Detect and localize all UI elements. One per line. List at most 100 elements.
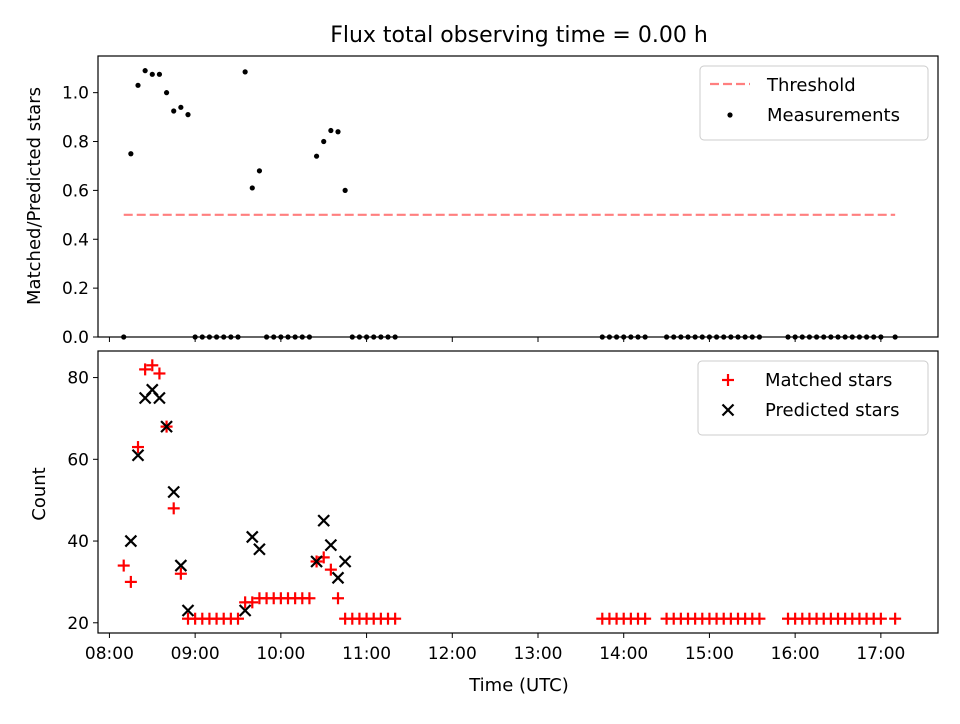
top-data-point [328, 127, 334, 134]
bottom-data-point [389, 612, 402, 625]
bottom-legend-label: Predicted stars [765, 400, 899, 421]
bottom-data-point [303, 592, 316, 605]
top-ytick-label: 0.2 [62, 279, 89, 299]
bottom-y-axis-label: Count [29, 467, 50, 520]
bottom-data-point-d2 [167, 485, 180, 499]
bottom-data-point-d2 [331, 571, 345, 585]
bottom-axes-frame [97, 350, 939, 634]
bottom-data-point [331, 571, 345, 585]
top-data-point [249, 185, 255, 191]
bottom-xtick-label: 13:00 [514, 644, 563, 664]
bottom-data-point [160, 420, 173, 433]
bottom-data-point [324, 538, 338, 552]
bottom-xtick-label: 09:00 [171, 644, 220, 664]
bottom-data-point-d2 [146, 383, 159, 397]
bottom-xtick-label: 14:00 [599, 644, 648, 664]
bottom-data-point [117, 559, 130, 572]
bottom-data-point [310, 555, 323, 568]
bottom-data-point [131, 448, 145, 462]
top-series-0 [121, 68, 898, 340]
bottom-data-point [174, 567, 187, 580]
top-data-point [313, 153, 320, 159]
bottom-data-point-d2 [317, 514, 330, 527]
top-axes-frame [97, 55, 939, 338]
bottom-data-point-d2 [324, 538, 338, 552]
bottom-legend-box [697, 360, 929, 436]
bottom-data-point [139, 363, 152, 376]
bottom-data-point [874, 612, 887, 625]
bottom-data-point [246, 530, 259, 544]
top-ytick-label: 0.0 [62, 328, 89, 348]
bottom-data-point-d2 [181, 604, 195, 617]
bottom-data-point [253, 542, 266, 556]
top-data-point [321, 138, 327, 145]
bottom-ytick-label: 60 [67, 450, 89, 470]
bottom-xtick-label: 10:00 [256, 644, 305, 664]
bottom-data-point [153, 391, 166, 405]
top-data-point [242, 69, 248, 75]
bottom-ytick-label: 20 [67, 614, 89, 634]
bottom-data-point [246, 596, 259, 609]
x-axis-label: Time (UTC) [468, 675, 569, 696]
bottom-data-point-d2 [174, 559, 188, 572]
top-plot-area: 0.0 0.2 0.4 0.6 0.8 1.0 Threshold Measurements [62, 55, 939, 348]
top-legend-marker [727, 112, 733, 118]
top-ytick-label: 0.6 [62, 181, 89, 201]
bottom-data-point [338, 555, 352, 568]
bottom-data-point [124, 534, 138, 548]
bottom-data-point [132, 441, 144, 454]
bottom-data-point [753, 612, 766, 625]
top-data-point [256, 168, 263, 174]
bottom-data-point-d2 [238, 604, 252, 617]
bottom-data-point-d2 [338, 555, 352, 568]
bottom-data-point-d2 [253, 542, 266, 556]
bottom-data-point [317, 514, 330, 527]
bottom-data-point [889, 612, 902, 625]
bottom-data-point [167, 502, 180, 515]
bottom-legend: Matched stars Predicted stars [697, 360, 929, 436]
bottom-series-0 [117, 359, 902, 625]
bottom-data-point-d2 [131, 448, 145, 462]
bottom-xtick-label: 12:00 [428, 644, 477, 664]
top-data-point [342, 187, 348, 193]
bottom-data-point-d2 [124, 534, 138, 548]
bottom-data-point [232, 612, 244, 625]
top-ytick-label: 0.4 [62, 230, 89, 250]
bottom-data-point [167, 485, 180, 499]
bottom-series-1 [124, 383, 352, 617]
bottom-data-point [332, 592, 344, 605]
top-data-point [135, 82, 141, 88]
bottom-data-point-d2 [160, 420, 173, 433]
bottom-data-point [639, 612, 652, 625]
bottom-data-point-d2 [310, 555, 323, 568]
bottom-xtick-label: 16:00 [771, 644, 820, 664]
top-legend-box [699, 65, 929, 141]
top-legend: Threshold Measurements [699, 65, 929, 141]
bottom-data-point [324, 563, 337, 576]
bottom-data-point-d2 [246, 530, 259, 544]
top-legend-label: Measurements [767, 105, 900, 126]
bottom-ytick-label: 40 [67, 532, 89, 552]
top-ytick-label: 1.0 [62, 84, 89, 104]
bottom-ytick-label: 80 [67, 369, 89, 389]
top-data-point [335, 129, 341, 135]
bottom-xtick-label: 15:00 [685, 644, 734, 664]
top-ytick-label: 0.8 [62, 133, 89, 153]
top-y-axis-label: Matched/Predicted stars [24, 87, 45, 305]
top-data-point [171, 108, 177, 114]
bottom-data-point-d2 [153, 391, 166, 405]
top-data-point [185, 112, 191, 118]
figure-title: Flux total observing time = 0.00 h [330, 23, 708, 48]
bottom-data-point [174, 559, 188, 572]
bottom-legend-marker [721, 403, 735, 417]
bottom-legend-label: Matched stars [765, 370, 892, 391]
top-data-point [156, 71, 163, 77]
top-data-point [178, 104, 184, 110]
bottom-data-point [238, 604, 252, 617]
top-data-point [149, 71, 155, 77]
top-data-point [128, 151, 134, 157]
bottom-data-point [124, 575, 137, 588]
top-data-point [163, 90, 170, 96]
